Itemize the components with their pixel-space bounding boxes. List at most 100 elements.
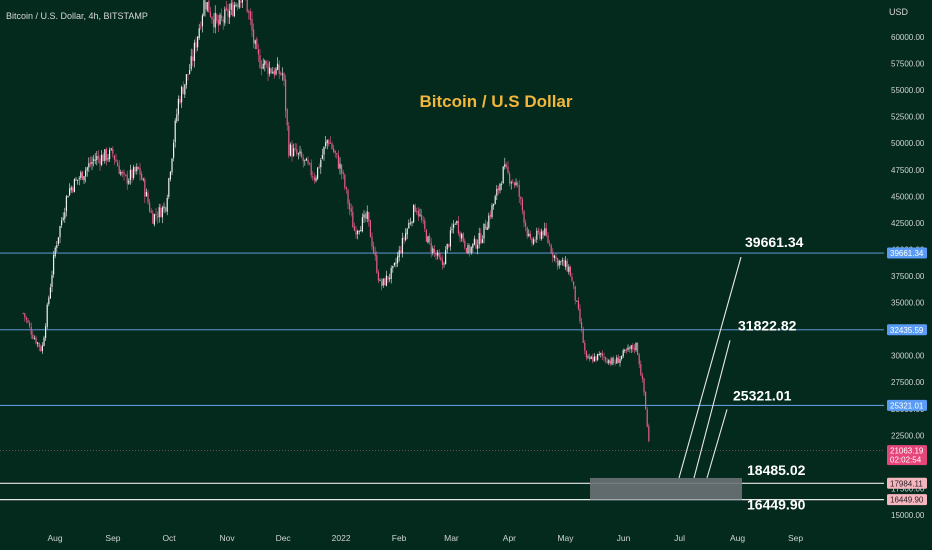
candle-body-283 [475,239,477,249]
candle-body-360 [598,353,600,355]
candle-body-207 [353,226,356,231]
candle-body-142 [249,11,252,20]
candle-body-367 [609,360,612,364]
candle-body-300 [502,166,504,184]
candle-body-297 [497,187,500,191]
candle-body-8 [35,337,37,344]
candle-body-302 [505,165,508,167]
candle-body-339 [565,260,567,268]
price-badge-4 [887,477,927,489]
candle-body-290 [486,227,488,231]
candle-body-327 [545,227,548,236]
candle-body-333 [555,256,557,259]
candle-body-71 [136,166,138,172]
candle-body-101 [184,84,186,95]
candle-body-184 [317,167,319,179]
time-axis[interactable]: Aug Sep Oct Nov Dec 2022 Feb Mar Apr May Jun Jul Aug… [47,533,803,543]
candle-body-137 [241,0,244,3]
candle-body-26 [64,212,66,219]
projection-line-0 [678,256,742,479]
candle-body-96 [176,114,178,122]
candle-body-189 [325,142,327,147]
candle-body-261 [440,257,442,260]
candle-body-59 [117,162,119,167]
time-tick-5: 2022 [332,533,351,543]
candle-body-94 [173,142,175,158]
candle-body-185 [318,166,320,168]
time-tick-12: Aug [730,533,745,543]
candle-body-19 [53,255,55,275]
candle-body-369 [613,357,615,363]
candle-body-288 [483,223,485,239]
candle-body-204 [349,203,351,210]
candle-body-249 [421,215,423,220]
candle-body-110 [198,28,200,38]
candle-body-183 [315,177,317,181]
price-tick-2: 55000.00 [891,86,925,95]
candle-body-4 [29,323,31,327]
candle-body-12 [41,345,44,352]
candle-body-186 [320,159,322,168]
candlestick-series [22,0,650,443]
candle-body-253 [427,236,429,243]
candle-body-268 [451,228,453,231]
candle-body-368 [611,358,613,365]
candle-body-167 [289,144,292,156]
candle-body-13 [43,337,45,346]
candle-body-168 [291,144,293,157]
candle-body-355 [590,356,592,360]
candle-body-45 [94,159,96,161]
candle-body-245 [414,205,416,212]
candle-body-153 [267,63,269,74]
candle-body-252 [425,229,428,242]
candle-body-55 [110,148,112,150]
time-tick-10: Jun [617,533,631,543]
candle-body-22 [57,237,60,244]
candle-body-192 [329,143,332,144]
candle-body-125 [222,19,224,22]
price-badge-5 [887,494,927,506]
candle-body-299 [501,184,503,186]
candle-body-182 [313,177,316,181]
candle-body-115 [206,2,208,11]
price-axis[interactable]: 60000.00 57500.00 55000.00 52500.00 50000.00… [887,33,927,520]
price-badge-label-0: 39661.34 [890,249,924,258]
candle-body-312 [521,199,524,211]
candle-body-86 [160,207,162,218]
candle-body-378 [627,347,629,350]
candle-body-181 [312,176,314,178]
candle-body-37 [81,171,84,180]
candle-body-286 [480,233,482,244]
price-tick-5: 47500.00 [891,166,925,175]
candle-body-24 [61,220,63,226]
candle-body-311 [520,197,522,200]
candle-body-251 [424,220,426,230]
candle-body-372 [617,357,620,363]
candle-body-305 [510,182,512,184]
candle-body-117 [209,12,212,17]
candle-body-107 [193,42,196,62]
candle-body-141 [248,11,250,13]
candle-body-322 [537,231,540,232]
candle-body-371 [616,357,618,364]
candle-body-33 [75,179,77,181]
candle-body-41 [88,163,90,168]
candle-body-242 [409,222,412,224]
candle-body-234 [397,256,399,264]
candle-body-390 [646,409,648,427]
candle-body-72 [137,166,140,169]
candle-body-238 [403,237,405,240]
candle-body-201 [344,174,346,188]
candle-body-307 [513,182,516,186]
candle-body-320 [534,239,536,241]
candle-body-70 [134,166,136,172]
candle-body-123 [219,14,221,25]
candle-body-260 [438,253,440,258]
projection-lines [678,256,742,479]
candle-body-324 [541,231,543,239]
price-badge-label-5: 16449.90 [890,496,924,505]
candle-body-83 [155,213,157,216]
candle-body-317 [529,233,532,238]
currency-label: USD [889,7,909,17]
